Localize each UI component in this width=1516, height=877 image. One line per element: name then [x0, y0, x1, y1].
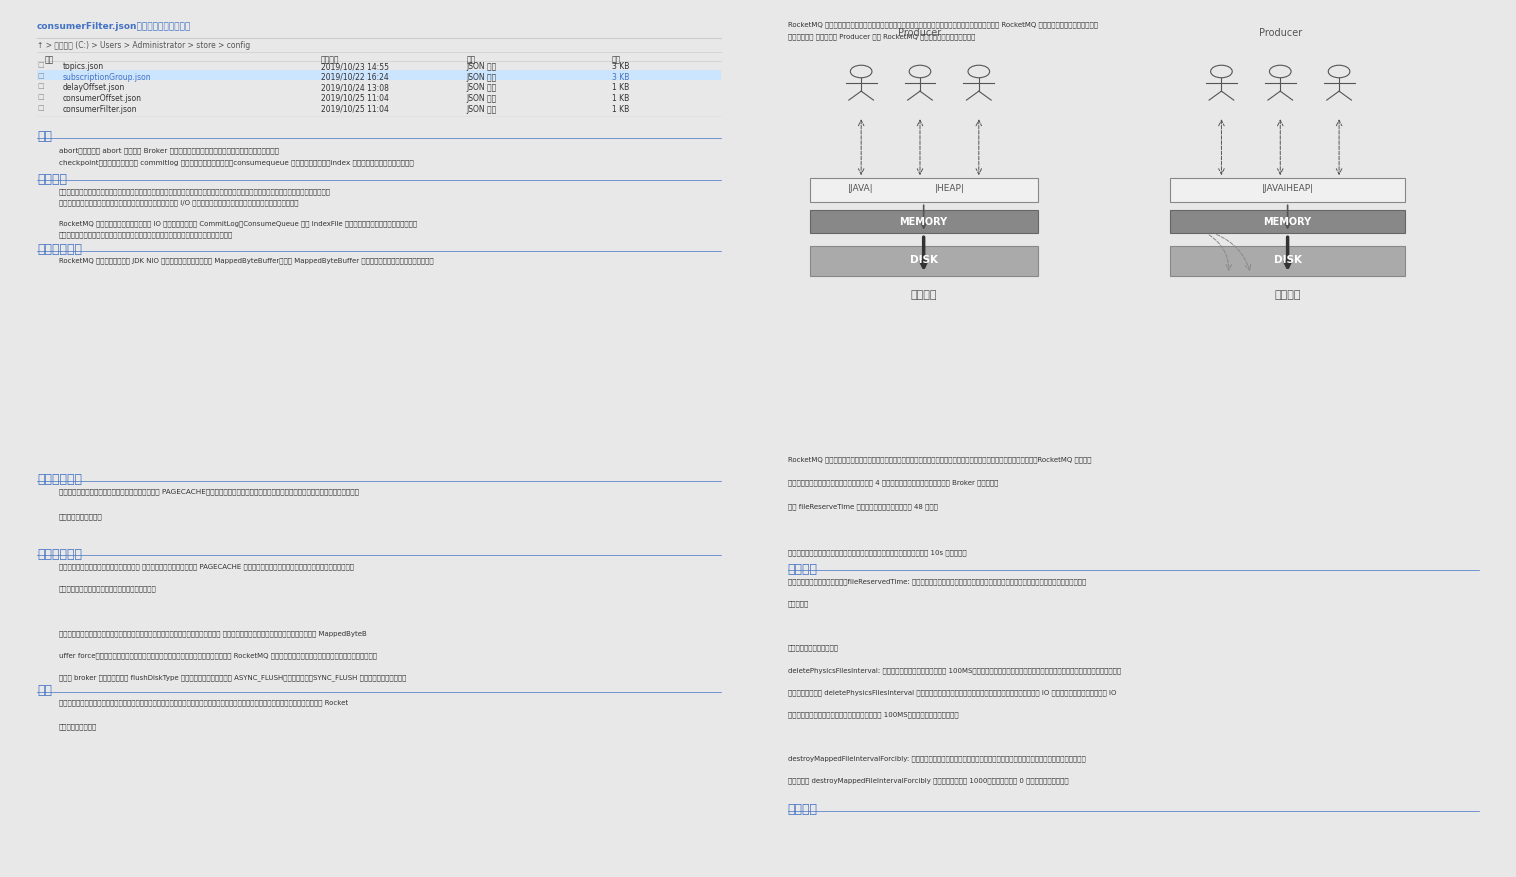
Text: 同步刷盘: 同步刷盘 — [911, 289, 937, 299]
FancyBboxPatch shape — [810, 247, 1037, 277]
Text: 异步刷盘方式: 异步刷盘方式 — [36, 473, 82, 486]
Text: RocketMQ 通过使用内存映射文件来提高 IO 访问性能，无论是 CommitLog、ConsumeQueue 还是 IndexFile ，单个文件都被设计: RocketMQ 通过使用内存映射文件来提高 IO 访问性能，无论是 Commi… — [59, 220, 417, 227]
Text: abort：如果存在 abort 文件说明 Broker 非正常关闭，该文件默认启动时创建，正常退出之前删除: abort：如果存在 abort 文件说明 Broker 非正常关闭，该文件默认… — [59, 147, 279, 153]
Text: JSON 文件: JSON 文件 — [467, 62, 497, 71]
FancyBboxPatch shape — [810, 210, 1037, 234]
Text: checkpoint：文件检测点，存储 commitlog 文件最后一次刷盘时间戳、consumequeue 最后一次刷盘时间、index 索引文件最后一次刷盘: checkpoint：文件检测点，存储 commitlog 文件最后一次刷盘时间… — [59, 159, 414, 166]
Text: 2019/10/25 11:04: 2019/10/25 11:04 — [321, 104, 388, 113]
Text: 2019/10/22 16:24: 2019/10/22 16:24 — [321, 73, 388, 82]
Text: 在返回写成功状态时，消息可能只是被写入了内存的 PAGECACHE，写操作的返回快，吞吐量大；当内存里的消息积累到一定程度时，统一触发写: 在返回写成功状态时，消息可能只是被写入了内存的 PAGECACHE，写操作的返回… — [59, 488, 359, 494]
FancyBboxPatch shape — [1170, 210, 1405, 234]
Text: 磁盘的顺序写 消息在通过 Producer 写入 RocketMQ 的时候，有两种写磁盘方式：: 磁盘的顺序写 消息在通过 Producer 写入 RocketMQ 的时候，有两… — [788, 33, 975, 40]
Text: |HEAP|: |HEAP| — [934, 184, 964, 193]
Text: □: □ — [36, 62, 44, 68]
Text: uffer force（）方法；如果是异步刷盘，把消息建加到内存后立刻返回给消息发送端 RocketMQ 使用一个单独的线程按照某个设定的频率执行刷盘操作，: uffer force（）方法；如果是异步刷盘，把消息建加到内存后立刻返回给消息… — [59, 652, 377, 658]
Text: 2019/10/23 14:55: 2019/10/23 14:55 — [321, 62, 388, 71]
Text: 过期判断: 过期判断 — [788, 562, 817, 575]
Text: JSON 文件: JSON 文件 — [467, 104, 497, 113]
Text: 一个文件写满以后再创建一个新文件，文件名就为该文件第一条消息对应的全局物理偏移量。: 一个文件写满以后再创建一个新文件，文件名就为该文件第一条消息对应的全局物理偏移量… — [59, 231, 233, 238]
Text: 另外还有其他个配置参数：: 另外还有其他个配置参数： — [788, 644, 838, 651]
Text: 异步刷盘: 异步刷盘 — [1275, 289, 1301, 299]
Text: consumerOffset.json: consumerOffset.json — [62, 94, 141, 103]
Text: 置成异步刷盘方式。: 置成异步刷盘方式。 — [59, 723, 97, 729]
Text: 检索文件清除操作是一个定时任务，默认是两次检索之间的时间间隔，默认 10s 发起一次。: 检索文件清除操作是一个定时任务，默认是两次检索之间的时间间隔，默认 10s 发起… — [788, 549, 966, 556]
Text: 到时候再调 destroyMappedFileIntervalForcibly 这么久，默认至少 1000，直到引用等于 0 为止，即可删除文件。: 到时候再调 destroyMappedFileIntervalForcibly … — [788, 777, 1069, 783]
Text: 资料对磁盘的压力，如果要删除的文件较多，默认 100MS，此参数一般不需要设置。: 资料对磁盘的压力，如果要删除的文件较多，默认 100MS，此参数一般不需要设置。 — [788, 710, 958, 717]
Text: 3 KB: 3 KB — [612, 73, 629, 82]
Text: deletePhysicsFilesInterval: 删除物理文件的时间间隔（默认是 100MS），在一次清理时会清理多个文件，在删除一个文件之后，间隔若干时: deletePhysicsFilesInterval: 删除物理文件的时间间隔（… — [788, 667, 1120, 673]
Text: 设定 fileReserveTime 来改变过期文件的时间，默认 48 小时。: 设定 fileReserveTime 来改变过期文件的时间，默认 48 小时。 — [788, 503, 937, 509]
Text: consumerFilter.json：主题消息过滤信息。: consumerFilter.json：主题消息过滤信息。 — [36, 22, 191, 31]
FancyBboxPatch shape — [810, 179, 1037, 203]
Text: 可以，减少了内存复制的环节，所以说，内存映射文件比较文件 I/O 操作，效率要高，而且文件越大，体现出来的差距越大。: 可以，减少了内存复制的环节，所以说，内存映射文件比较文件 I/O 操作，效率要高… — [59, 199, 299, 205]
Text: 磁盘动作，快速写入。: 磁盘动作，快速写入。 — [59, 513, 103, 520]
Text: 其他: 其他 — [36, 130, 52, 143]
Text: 2019/10/25 11:04: 2019/10/25 11:04 — [321, 94, 388, 103]
FancyBboxPatch shape — [36, 70, 722, 81]
Text: 执行完成后唤醒等待的线程，返回消息写成功的状态: 执行完成后唤醒等待的线程，返回消息写成功的状态 — [59, 585, 156, 592]
Text: 1 KB: 1 KB — [612, 94, 629, 103]
Text: □: □ — [36, 94, 44, 100]
Text: JSON 文件: JSON 文件 — [467, 73, 497, 82]
Text: JSON 文件: JSON 文件 — [467, 94, 497, 103]
Text: |JAVA|: |JAVA| — [849, 184, 875, 193]
Text: 删除条件: 删除条件 — [788, 802, 817, 816]
Text: Producer: Producer — [899, 28, 941, 38]
Text: DISK: DISK — [910, 254, 938, 265]
Text: 1 KB: 1 KB — [612, 83, 629, 92]
Text: 内存映射文件，是由一个文件到一块内存的映射，文件的数据就是这块区域内存中对应的数据，读写文件中的数据，直接对这块区域的地址操作就: 内存映射文件，是由一个文件到一块内存的映射，文件的数据就是这块区域内存中对应的数… — [59, 189, 330, 195]
Text: MEMORY: MEMORY — [1263, 217, 1311, 226]
Text: 通过在 broker 配置文件中配置 flushDiskType 来设定刷盘方式，可选值为 ASYNC_FLUSH（异步刷盘），SYNC_FLUSH 同步刷盘）: 通过在 broker 配置文件中配置 flushDiskType 来设定刷盘方式… — [59, 674, 406, 681]
Text: 实际应用中建议企业场景，合理设置刷盘方式，尤其是同步刷盘的方式，由于频繁的触发磁盘写动作，会明显降低性能，通常情况下，应该把 Rocket: 实际应用中建议企业场景，合理设置刷盘方式，尤其是同步刷盘的方式，由于频繁的触发磁… — [59, 699, 349, 705]
Text: 1 KB: 1 KB — [612, 104, 629, 113]
Text: □: □ — [36, 104, 44, 111]
Text: 名称: 名称 — [44, 55, 53, 65]
Text: ↑ > 本地磁盘 (C:) > Users > Administrator > store > config: ↑ > 本地磁盘 (C:) > Users > Administrator > … — [36, 40, 250, 50]
Text: 下一个文件，通过 deletePhysicsFilesInterval 这个时间间隔来操作另一个文件，主要对磁盘上文件一个时期操作 IO 的影响，分批删除，减少: 下一个文件，通过 deletePhysicsFilesInterval 这个时间… — [788, 688, 1116, 695]
Text: 内存映射: 内存映射 — [36, 173, 67, 186]
Text: 2019/10/24 13:08: 2019/10/24 13:08 — [321, 83, 388, 92]
Text: RocketMQ 的消息是存储到磁盘上的，这样既能保证断电后恢复，又可以让存储的消息量超出内存的限制 RocketMQ 为了提高性能，会尽可能地保证: RocketMQ 的消息是存储到磁盘上的，这样既能保证断电后恢复，又可以让存储的… — [788, 22, 1098, 28]
Text: RocketMQ 存储与读写是基于 JDK NIO 的内存映射机制，具体使用 MappedByteBuffer（基于 MappedByteBuffer 操作大文: RocketMQ 存储与读写是基于 JDK NIO 的内存映射机制，具体使用 M… — [59, 258, 434, 264]
Text: 文件刷盘机制: 文件刷盘机制 — [36, 243, 82, 256]
Text: 文件删除首先最合适的设置是：fileReservedTime: 文件保留时间，也就是从最后一次更新时间到现在，如果超过了该时间，则认为是过期文件，: 文件删除首先最合适的设置是：fileReservedTime: 文件保留时间，也… — [788, 578, 1085, 584]
Text: delayOffset.json: delayOffset.json — [62, 83, 124, 92]
Text: topics.json: topics.json — [62, 62, 103, 71]
Text: subscriptionGroup.json: subscriptionGroup.json — [62, 73, 152, 82]
FancyBboxPatch shape — [1170, 247, 1405, 277]
Text: 可以删除。: 可以删除。 — [788, 600, 810, 606]
Text: |JAVAIHEAP|: |JAVAIHEAP| — [1261, 184, 1314, 193]
Text: □: □ — [36, 73, 44, 79]
FancyBboxPatch shape — [1170, 179, 1405, 203]
Text: consumerFilter.json: consumerFilter.json — [62, 104, 136, 113]
Text: □: □ — [36, 83, 44, 89]
Text: 消息存储时首先将消息建加到内存，再根据配置的刷盘策略，在不同时机选择刷写磁盘 如果是同步刷盘，消息建加到内存后，将同步调用 MappedByteB: 消息存储时首先将消息建加到内存，再根据配置的刷盘策略，在不同时机选择刷写磁盘 如… — [59, 629, 367, 636]
Text: RocketMQ 清除过期文件的方法是，如果磁盘上某文件在一定时间范围内没有再次被更新，则认为是过期文件，可以被删除，RocketMQ 不会关注: RocketMQ 清除过期文件的方法是，如果磁盘上某文件在一定时间范围内没有再次… — [788, 456, 1092, 462]
Text: 3 KB: 3 KB — [612, 62, 629, 71]
Text: 在返回写成功状态时，消息已经被写入磁盘 具体流程是，消息写入内存的 PAGECACHE 后，立刻通知刷盘线程刷盘，然后等待刷盘完成，刷盘线程: 在返回写成功状态时，消息已经被写入磁盘 具体流程是，消息写入内存的 PAGECA… — [59, 563, 353, 569]
Text: 修改日期: 修改日期 — [321, 55, 340, 65]
Text: 同步刷盘方式: 同步刷盘方式 — [36, 547, 82, 560]
Text: 这个文件上的消息是否全部被消费，默认小于 4 小时（不满足条件的默认值），通过 Broker 配置文件中: 这个文件上的消息是否全部被消费，默认小于 4 小时（不满足条件的默认值），通过 … — [788, 479, 998, 486]
Text: destroyMappedFileIntervalForcibly: 当文件系统一次不能删除一个文件，每删除失败，就做一个最多删除文件的重试，满足这小时: destroyMappedFileIntervalForcibly: 当文件系统… — [788, 755, 1085, 761]
Text: 大小: 大小 — [612, 55, 622, 65]
Text: DISK: DISK — [1273, 254, 1302, 265]
Text: MEMORY: MEMORY — [899, 217, 948, 226]
Text: 类型: 类型 — [467, 55, 476, 65]
Text: 总结: 总结 — [36, 683, 52, 696]
Text: Producer: Producer — [1258, 28, 1302, 38]
Text: JSON 文件: JSON 文件 — [467, 83, 497, 92]
